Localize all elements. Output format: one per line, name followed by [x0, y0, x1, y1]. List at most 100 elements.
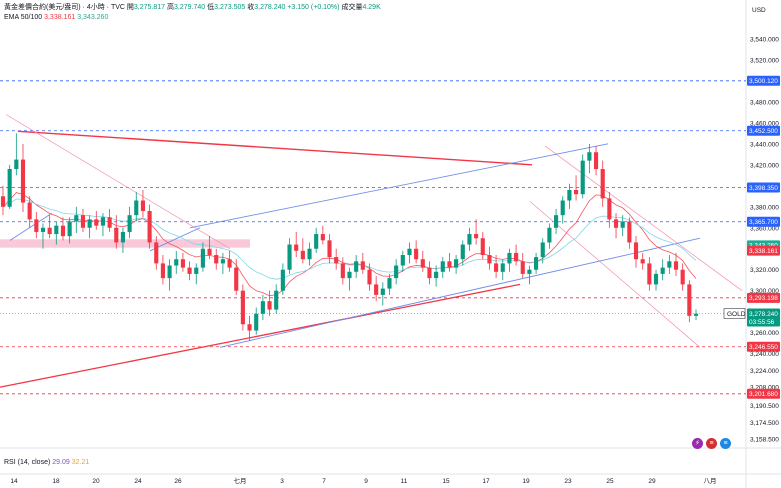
- rsi-title[interactable]: RSI (14, close): [4, 459, 51, 466]
- candle-body: [7, 169, 12, 207]
- candle-body: [407, 248, 412, 256]
- price-tag-label: 3,398.350: [749, 185, 778, 192]
- price-tag-label: 3,246.550: [749, 344, 778, 351]
- candle-body: [334, 257, 339, 264]
- currency-label: USD: [752, 7, 766, 14]
- candle-body: [94, 219, 99, 226]
- trend-line: [149, 227, 201, 252]
- low-value: 3,273.505: [214, 4, 246, 11]
- candle-body: [367, 269, 372, 285]
- x-tick-label: 9: [364, 478, 368, 485]
- candle-body: [280, 269, 285, 291]
- symbol-tag-label: GOLD: [727, 311, 746, 318]
- lightning-icon[interactable]: ⚡: [692, 438, 703, 449]
- candle-body: [160, 263, 165, 279]
- us-flag-icon[interactable]: ≡: [706, 438, 717, 449]
- candle-body: [107, 217, 112, 228]
- y-tick-label: 3,240.000: [750, 351, 779, 358]
- candle-body: [534, 257, 539, 270]
- candle-body: [434, 271, 439, 279]
- candle-body: [227, 259, 232, 268]
- ema-row: EMA 50/100 3,338.161 3,343.260: [4, 13, 381, 23]
- y-tick-label: 3,224.000: [750, 368, 779, 375]
- chart-legend: 黃金差價合約(美元/盎司) · 4小時 · TVC 開3,275.817 高3,…: [4, 3, 381, 23]
- candle-body: [580, 160, 585, 195]
- candle-body: [647, 263, 652, 285]
- candle-body: [207, 248, 212, 256]
- us-flag-icon[interactable]: ≡: [720, 438, 731, 449]
- price-tag-label: 3,365.700: [749, 219, 778, 226]
- candle-body: [560, 200, 565, 216]
- price-tags: 3,500.1203,452.5003,398.3503,365.7003,34…: [723, 75, 780, 399]
- y-tick-label: 3,440.000: [750, 141, 779, 148]
- price-tag: [747, 245, 780, 256]
- rsi-legend: RSI (14, close) 29.09 32.21: [4, 459, 89, 466]
- x-tick-label: 23: [564, 478, 572, 485]
- symbol-tag: [723, 308, 746, 319]
- x-tick-label: 3: [280, 478, 284, 485]
- candle-body: [200, 248, 205, 268]
- candle-body: [100, 217, 106, 226]
- candle-body: [294, 244, 299, 251]
- ema100-line: [2, 198, 697, 280]
- candle-body: [120, 231, 126, 243]
- candle-body: [400, 255, 405, 266]
- candle-body: [427, 267, 432, 279]
- symbol-name[interactable]: 黃金差價合約(美元/盎司) · 4小時 · TVC: [4, 4, 125, 11]
- x-tick-label: 7: [322, 478, 326, 485]
- candle-body: [354, 261, 359, 272]
- candle-body: [287, 244, 292, 270]
- candle-body: [613, 219, 619, 228]
- candle-body: [20, 159, 26, 203]
- x-tick-label: 七月: [234, 476, 247, 485]
- candle-body: [380, 288, 385, 295]
- candle-body: [660, 267, 665, 274]
- candle-body: [547, 227, 552, 243]
- candle-body: [254, 313, 259, 331]
- candle-body: [640, 259, 645, 264]
- event-icons: ⚡ ≡ ≡: [692, 438, 731, 449]
- candle-body: [454, 259, 459, 268]
- candle-body: [487, 255, 492, 264]
- candle-body: [167, 265, 172, 279]
- rsi-ma-value: 32.21: [71, 459, 90, 466]
- x-tick-label: 15: [442, 478, 450, 485]
- candle-body: [527, 269, 532, 274]
- candle-body: [607, 198, 612, 220]
- symbol-row: 黃金差價合約(美元/盎司) · 4小時 · TVC 開3,275.817 高3,…: [4, 3, 381, 13]
- volume-label: 成交量: [341, 4, 363, 11]
- candle-body: [627, 221, 632, 243]
- candle-body: [374, 284, 379, 295]
- low-label: 低: [207, 4, 215, 11]
- candle-body: [194, 267, 199, 274]
- ema-title[interactable]: EMA 50/100: [4, 14, 43, 21]
- candle-body: [47, 227, 52, 235]
- y-tick-label: 3,420.000: [750, 162, 779, 169]
- candle-body: [74, 215, 79, 222]
- candle-body: [440, 261, 445, 272]
- y-tick-label: 3,158.500: [750, 437, 779, 444]
- y-tick-label: 3,260.000: [750, 330, 779, 337]
- candle-body: [314, 234, 319, 249]
- candle-body: [267, 301, 272, 310]
- y-tick-label: 3,480.000: [750, 99, 779, 106]
- countdown-label: 03:55:56: [749, 319, 775, 326]
- candle-body: [480, 238, 485, 256]
- candle-body: [14, 159, 19, 170]
- candle-body: [500, 263, 505, 272]
- x-tick-label: 14: [10, 478, 18, 485]
- price-tag-label: 3,293.198: [749, 295, 778, 302]
- x-tick-label: 20: [92, 478, 100, 485]
- trend-line: [219, 237, 701, 348]
- trend-line: [544, 145, 743, 291]
- y-tick-label: 3,380.000: [750, 204, 779, 211]
- candle-body: [680, 269, 685, 285]
- candle-body: [600, 169, 605, 199]
- resistance-zone: [0, 239, 250, 248]
- x-tick-label: 11: [401, 478, 408, 485]
- ema50-line: [2, 192, 697, 297]
- price-tag-label: 3,338.161: [749, 248, 778, 255]
- high-value: 3,279.740: [174, 4, 206, 11]
- candle-body: [147, 210, 152, 243]
